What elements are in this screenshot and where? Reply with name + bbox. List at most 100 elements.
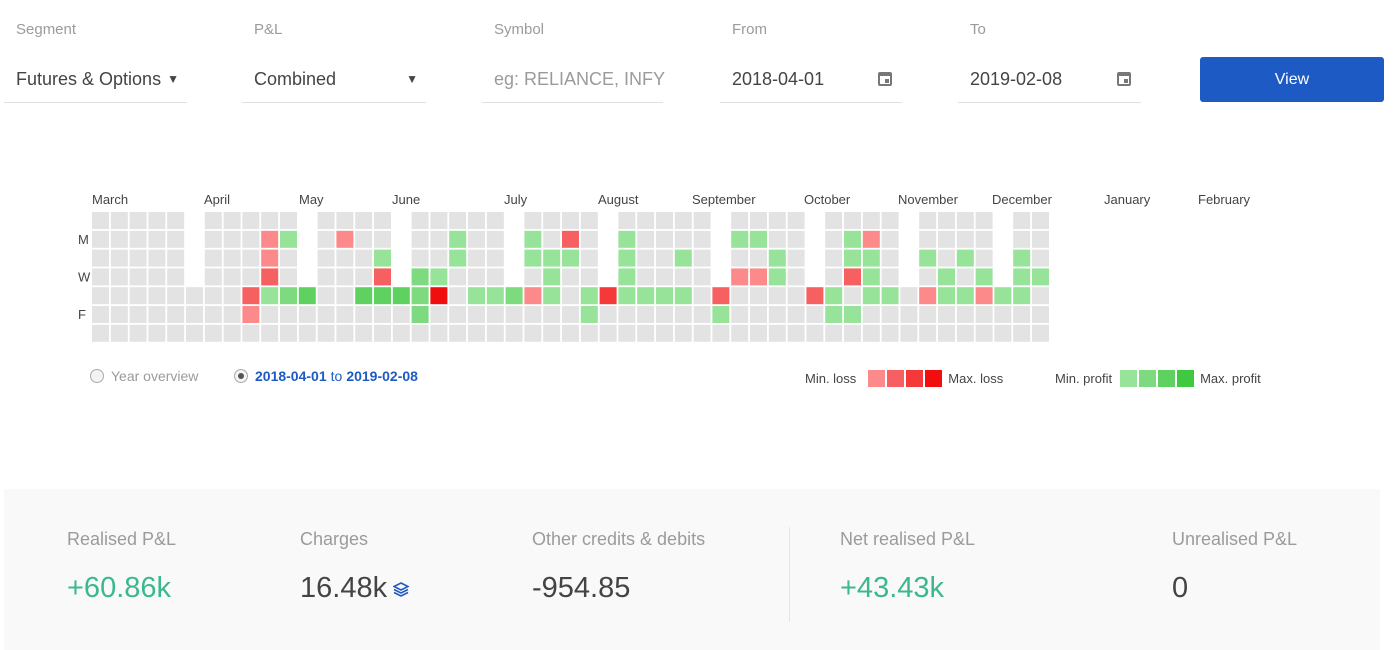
- heatmap-cell[interactable]: [355, 230, 373, 248]
- heatmap-cell[interactable]: [862, 287, 880, 305]
- heatmap-cell[interactable]: [261, 324, 279, 342]
- heatmap-cell[interactable]: [524, 212, 542, 229]
- heatmap-cell[interactable]: [1013, 212, 1031, 229]
- segment-select[interactable]: Futures & Options ▼: [4, 57, 187, 103]
- heatmap-cell[interactable]: [825, 212, 843, 229]
- heatmap-cell[interactable]: [411, 212, 429, 229]
- heatmap-cell[interactable]: [637, 230, 655, 248]
- heatmap-cell[interactable]: [261, 268, 279, 286]
- heatmap-cell[interactable]: [261, 249, 279, 267]
- heatmap-cell[interactable]: [731, 249, 749, 267]
- heatmap-cell[interactable]: [317, 268, 335, 286]
- heatmap-cell[interactable]: [787, 268, 805, 286]
- heatmap-cell[interactable]: [731, 230, 749, 248]
- heatmap-cell[interactable]: [486, 212, 504, 229]
- heatmap-cell[interactable]: [148, 287, 166, 305]
- heatmap-cell[interactable]: [938, 306, 955, 323]
- heatmap-cell[interactable]: [975, 268, 993, 286]
- heatmap-cell[interactable]: [956, 249, 974, 267]
- heatmap-cell[interactable]: [712, 287, 730, 305]
- heatmap-cell[interactable]: [562, 249, 579, 267]
- heatmap-cell[interactable]: [956, 324, 974, 342]
- from-date-input[interactable]: 2018-04-01: [720, 57, 902, 103]
- heatmap-cell[interactable]: [1013, 268, 1031, 286]
- heatmap-cell[interactable]: [938, 324, 955, 342]
- heatmap-cell[interactable]: [468, 212, 485, 229]
- heatmap-cell[interactable]: [430, 306, 448, 323]
- heatmap-cell[interactable]: [223, 249, 241, 267]
- heatmap-cell[interactable]: [449, 306, 467, 323]
- heatmap-cell[interactable]: [242, 306, 260, 323]
- heatmap-cell[interactable]: [186, 306, 203, 323]
- heatmap-cell[interactable]: [543, 212, 561, 229]
- heatmap-cell[interactable]: [750, 230, 767, 248]
- heatmap-cell[interactable]: [543, 249, 561, 267]
- date-range-option[interactable]: 2018-04-01 to 2019-02-08: [234, 368, 418, 384]
- heatmap-cell[interactable]: [148, 249, 166, 267]
- heatmap-cell[interactable]: [355, 287, 373, 305]
- heatmap-cell[interactable]: [938, 287, 955, 305]
- heatmap-cell[interactable]: [599, 287, 617, 305]
- heatmap-cell[interactable]: [1032, 212, 1049, 229]
- heatmap-cell[interactable]: [674, 230, 692, 248]
- heatmap-cell[interactable]: [468, 287, 485, 305]
- heatmap-cell[interactable]: [261, 212, 279, 229]
- heatmap-cell[interactable]: [637, 324, 655, 342]
- heatmap-cell[interactable]: [731, 324, 749, 342]
- heatmap-cell[interactable]: [468, 306, 485, 323]
- heatmap-cell[interactable]: [844, 306, 861, 323]
- heatmap-cell[interactable]: [392, 287, 410, 305]
- heatmap-cell[interactable]: [562, 287, 579, 305]
- heatmap-cell[interactable]: [430, 230, 448, 248]
- heatmap-cell[interactable]: [242, 324, 260, 342]
- heatmap-cell[interactable]: [167, 230, 185, 248]
- heatmap-cell[interactable]: [336, 324, 354, 342]
- heatmap-cell[interactable]: [543, 268, 561, 286]
- heatmap-cell[interactable]: [411, 268, 429, 286]
- heatmap-cell[interactable]: [374, 212, 391, 229]
- heatmap-cell[interactable]: [881, 287, 899, 305]
- heatmap-cell[interactable]: [637, 249, 655, 267]
- heatmap-cell[interactable]: [204, 249, 222, 267]
- heatmap-cell[interactable]: [1013, 230, 1031, 248]
- heatmap-cell[interactable]: [562, 324, 579, 342]
- heatmap-cell[interactable]: [1013, 306, 1031, 323]
- heatmap-cell[interactable]: [524, 306, 542, 323]
- heatmap-cell[interactable]: [919, 287, 937, 305]
- heatmap-cell[interactable]: [656, 249, 673, 267]
- heatmap-cell[interactable]: [844, 268, 861, 286]
- year-overview-option[interactable]: Year overview: [90, 368, 198, 384]
- heatmap-cell[interactable]: [449, 230, 467, 248]
- heatmap-cell[interactable]: [336, 287, 354, 305]
- heatmap-cell[interactable]: [580, 306, 598, 323]
- heatmap-cell[interactable]: [336, 212, 354, 229]
- heatmap-cell[interactable]: [110, 230, 128, 248]
- heatmap-cell[interactable]: [994, 287, 1012, 305]
- heatmap-cell[interactable]: [298, 287, 316, 305]
- heatmap-cell[interactable]: [449, 324, 467, 342]
- heatmap-cell[interactable]: [355, 268, 373, 286]
- heatmap-cell[interactable]: [618, 230, 636, 248]
- heatmap-cell[interactable]: [825, 324, 843, 342]
- heatmap-cell[interactable]: [261, 287, 279, 305]
- heatmap-cell[interactable]: [92, 324, 109, 342]
- heatmap-cell[interactable]: [844, 249, 861, 267]
- heatmap-cell[interactable]: [938, 249, 955, 267]
- heatmap-cell[interactable]: [787, 306, 805, 323]
- heatmap-cell[interactable]: [844, 324, 861, 342]
- heatmap-cell[interactable]: [862, 268, 880, 286]
- radio-icon[interactable]: [90, 369, 104, 383]
- heatmap-cell[interactable]: [468, 249, 485, 267]
- heatmap-cell[interactable]: [129, 249, 147, 267]
- heatmap-cell[interactable]: [768, 324, 786, 342]
- heatmap-cell[interactable]: [731, 268, 749, 286]
- heatmap-cell[interactable]: [242, 287, 260, 305]
- heatmap-cell[interactable]: [543, 287, 561, 305]
- heatmap-cell[interactable]: [919, 212, 937, 229]
- heatmap-cell[interactable]: [674, 287, 692, 305]
- heatmap-cell[interactable]: [129, 306, 147, 323]
- heatmap-cell[interactable]: [280, 249, 297, 267]
- heatmap-cell[interactable]: [750, 287, 767, 305]
- heatmap-cell[interactable]: [524, 287, 542, 305]
- heatmap-cell[interactable]: [110, 287, 128, 305]
